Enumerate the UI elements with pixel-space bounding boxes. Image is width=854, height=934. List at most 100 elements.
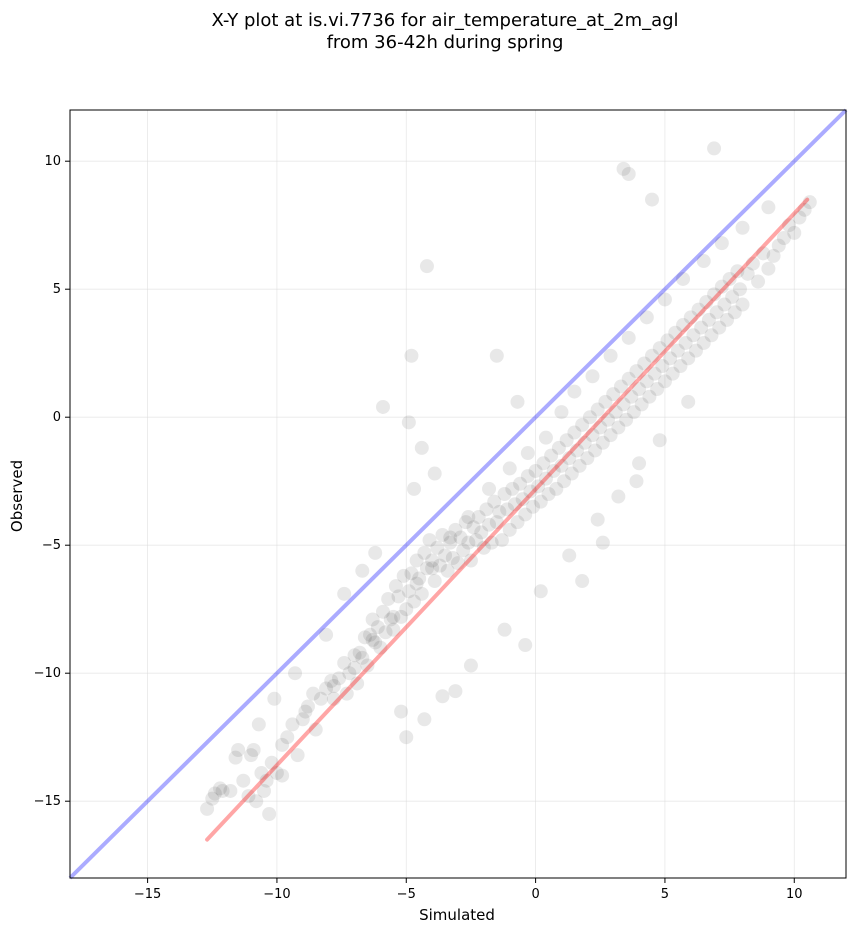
scatter-point [461,510,476,525]
scatter-point [471,510,486,525]
scatter-point [259,773,274,788]
scatter-point [751,274,766,289]
scatter-point [502,522,517,537]
scatter-point [528,463,543,478]
scatter-point [425,553,440,568]
scatter-point [730,264,745,279]
x-tick-label: 0 [531,887,539,902]
scatter-point [404,348,419,363]
scatter-point [538,430,553,445]
scatter-point [246,743,261,757]
scatter-point [740,266,755,281]
scatter-point [582,410,597,425]
scatter-point [681,351,696,366]
points-layer [200,141,817,821]
scatter-point [595,535,610,550]
scatter-point [332,671,347,686]
scatter-point [357,630,372,645]
plot-frame [69,109,847,879]
scatter-point [375,604,390,619]
scatter-point [802,195,817,210]
scatter-point [745,256,760,271]
scatter-point [717,297,732,312]
scatter-point [601,412,616,427]
x-tick-label: 5 [661,887,669,902]
fit-line [205,197,810,842]
scatter-point [629,364,644,379]
scatter-point [427,574,442,589]
y-tick-label: 0 [53,410,61,425]
scatter-point [608,405,623,420]
scatter-point [590,402,605,417]
scatter-point [347,661,362,676]
scatter-point [254,766,269,781]
scatter-point [407,594,422,609]
scatter-point [215,783,230,798]
scatter-point [792,210,807,225]
scatter-point [419,259,434,274]
scatter-point [507,497,522,512]
scatter-point [766,248,781,263]
scatter-point [652,433,667,448]
scatter-point [564,466,579,481]
scatter-point [205,791,220,806]
scatter-point [712,320,727,335]
scatter-point [707,141,722,156]
scatter-point [650,382,665,397]
scatter-point [588,443,603,458]
scatter-point [621,330,636,345]
scatter-point [707,287,722,302]
scatter-point [549,481,564,496]
scatter-point [531,479,546,494]
scatter-point [647,366,662,381]
scatter-point [365,632,380,647]
scatter-point [673,359,688,373]
y-tick-label: −5 [42,538,61,553]
scatter-point [575,417,590,432]
scatter-point [280,730,295,745]
scatter-point [386,622,401,637]
scatter-point [691,302,706,317]
scatter-point [401,415,416,430]
scatter-point [580,451,595,466]
scatter-point [500,502,515,517]
scatter-point [611,489,626,504]
y-axis-label: Observed [8,460,26,532]
scatter-point [308,722,323,737]
scatter-point [484,535,499,550]
scatter-point [637,356,652,371]
scatter-point [657,374,672,389]
scatter-point [200,801,215,816]
scatter-point [559,433,574,448]
scatter-point [497,487,512,501]
scatter-point [668,325,683,340]
scatter-point [593,420,608,435]
scatter-point [407,481,422,496]
scatter-point [463,553,478,568]
scatter-point [249,794,264,809]
scatter-point [489,515,504,530]
scatter-point [782,218,797,233]
scatter-point [562,548,577,563]
scatter-point [538,471,553,486]
scatter-point [482,517,497,532]
scatter-point [642,389,657,404]
scatter-point [285,717,300,732]
scatter-point [613,379,628,394]
scatter-point [453,530,468,545]
scatter-point [546,463,561,478]
scatter-point [515,492,530,507]
scatter-point [497,622,512,637]
scatter-point [541,487,556,501]
scatter-point [381,591,396,606]
y-axis-ticks: −15 −10 −5 0 5 10 [34,154,70,809]
scatter-point [771,238,786,253]
scatter-point [554,458,569,473]
scatter-point [370,620,385,635]
scatter-point [350,676,365,691]
scatter-point [663,351,678,366]
scatter-point [624,389,639,404]
scatter-point [365,612,380,627]
scatter-point [275,768,290,783]
scatter-point [696,335,711,350]
